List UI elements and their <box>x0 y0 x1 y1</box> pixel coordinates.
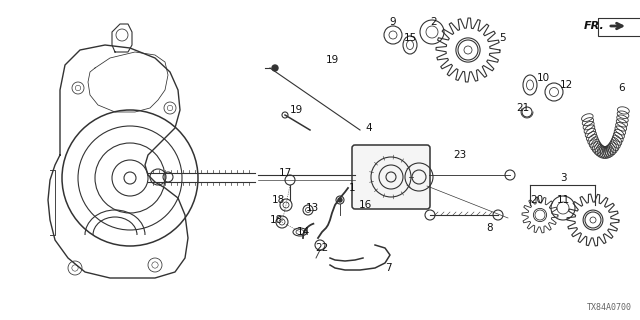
Bar <box>598 18 640 36</box>
Circle shape <box>338 198 342 202</box>
Text: 13: 13 <box>305 203 319 213</box>
Text: 11: 11 <box>556 195 570 205</box>
Text: 19: 19 <box>289 105 303 115</box>
Text: 12: 12 <box>559 80 573 90</box>
Text: 2: 2 <box>431 17 437 27</box>
Text: 20: 20 <box>531 195 543 205</box>
Text: 14: 14 <box>296 227 310 237</box>
Text: TX84A0700: TX84A0700 <box>587 303 632 312</box>
Text: 9: 9 <box>390 17 396 27</box>
Text: 21: 21 <box>516 103 530 113</box>
Text: 22: 22 <box>316 243 328 253</box>
FancyBboxPatch shape <box>352 145 430 209</box>
Text: 6: 6 <box>619 83 625 93</box>
Text: 1: 1 <box>349 183 355 193</box>
Text: 19: 19 <box>325 55 339 65</box>
Text: 3: 3 <box>560 173 566 183</box>
Text: 23: 23 <box>453 150 467 160</box>
Text: 16: 16 <box>358 200 372 210</box>
Circle shape <box>282 112 288 118</box>
Text: 5: 5 <box>499 33 506 43</box>
Circle shape <box>272 65 278 71</box>
Text: 15: 15 <box>403 33 417 43</box>
Text: FR.: FR. <box>584 21 605 31</box>
Text: 7: 7 <box>385 263 391 273</box>
Text: 8: 8 <box>486 223 493 233</box>
Text: 18: 18 <box>269 215 283 225</box>
Text: 10: 10 <box>536 73 550 83</box>
Text: 4: 4 <box>365 123 372 133</box>
Text: 17: 17 <box>278 168 292 178</box>
Text: 18: 18 <box>271 195 285 205</box>
